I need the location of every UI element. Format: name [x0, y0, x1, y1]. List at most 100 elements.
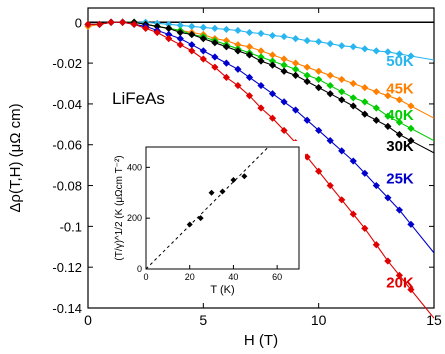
inset-data-points — [186, 173, 248, 228]
series-label-30K: 30K — [386, 138, 414, 155]
data-point-20K — [349, 210, 357, 218]
inset-y-tick-label: 400 — [127, 162, 142, 172]
data-point-50K — [407, 52, 415, 60]
data-point-25K — [338, 147, 346, 155]
data-point-50K — [234, 26, 242, 35]
data-point-30K — [234, 47, 242, 55]
data-point-20K — [245, 92, 254, 100]
data-point-50K — [338, 42, 346, 50]
data-point-40K — [292, 65, 300, 73]
data-point-50K — [361, 45, 369, 53]
data-point-50K — [199, 23, 207, 31]
y-tick-label: -0.06 — [52, 138, 82, 153]
data-point-25K — [395, 206, 403, 214]
data-point-30K — [268, 61, 277, 69]
data-point-25K — [372, 181, 380, 190]
data-point-30K — [338, 96, 346, 104]
inset-data-point — [197, 215, 204, 222]
data-point-30K — [199, 35, 207, 43]
data-point-30K — [245, 51, 254, 59]
data-point-20K — [257, 104, 265, 112]
data-point-25K — [222, 59, 230, 67]
data-point-30K — [292, 71, 300, 79]
data-point-20K — [326, 181, 334, 190]
data-point-25K — [245, 73, 254, 81]
inset-data-point — [241, 173, 248, 180]
data-point-50K — [176, 21, 184, 29]
data-point-25K — [199, 47, 207, 55]
data-point-45K — [395, 96, 403, 104]
y-tick-label: -0.12 — [52, 260, 82, 275]
inset-data-point — [186, 221, 193, 228]
chart-title: LiFeAs — [112, 89, 165, 108]
data-point-20K — [268, 114, 277, 122]
data-point-20K — [199, 55, 207, 63]
data-point-45K — [372, 88, 380, 96]
data-point-50K — [280, 32, 288, 41]
data-point-50K — [372, 47, 380, 55]
x-tick-label: 5 — [199, 312, 207, 328]
data-point-30K — [349, 102, 357, 110]
data-point-25K — [315, 126, 323, 135]
x-tick-label: 15 — [426, 312, 442, 328]
inset-axis-ticks: 0 20 40 60 0 200 400 — [127, 162, 282, 282]
data-point-40K — [303, 71, 311, 79]
data-point-45K — [407, 102, 415, 110]
inset-background — [110, 141, 305, 297]
data-point-50K — [384, 48, 392, 56]
main-axis-ticks: 0 5 10 15 0 -0.02 -0.04 -0.06 -0.08 -0.1 -0.12 -0.1… — [52, 8, 442, 328]
data-point-50K — [349, 43, 357, 51]
main-chart: 0 5 10 15 0 -0.02 -0.04 -0.06 -0.08 -0.1 -0.12 -0.1… — [7, 7, 442, 349]
inset-data-point — [230, 177, 237, 184]
data-point-50K — [222, 25, 230, 34]
data-point-50K — [326, 40, 334, 48]
data-point-40K — [395, 118, 403, 126]
data-point-50K — [315, 38, 323, 46]
data-point-20K — [84, 20, 92, 28]
data-point-30K — [395, 130, 403, 139]
data-point-30K — [384, 122, 392, 130]
data-point-40K — [326, 81, 334, 90]
data-point-25K — [303, 116, 311, 124]
data-point-45K — [222, 37, 230, 45]
y-tick-label: -0.08 — [52, 179, 82, 194]
inset-data-point — [219, 188, 226, 195]
data-point-30K — [303, 77, 311, 86]
data-point-40K — [361, 98, 369, 106]
x-tick-label: 10 — [311, 312, 327, 328]
data-point-40K — [257, 53, 265, 61]
inset-plot-frame — [145, 146, 300, 270]
data-point-50K — [211, 24, 219, 33]
data-point-40K — [384, 112, 392, 120]
data-point-50K — [245, 28, 254, 37]
data-point-45K — [245, 43, 254, 51]
main-series-labels: 50K 45K 40K 30K 25K 20K — [386, 53, 414, 291]
data-point-45K — [361, 83, 369, 92]
data-point-25K — [165, 30, 173, 39]
data-point-25K — [349, 157, 357, 165]
data-point-20K — [107, 18, 115, 26]
data-point-50K — [395, 50, 403, 58]
data-point-50K — [257, 29, 265, 38]
inset-y-tick-label: 200 — [127, 213, 142, 223]
data-point-30K — [176, 28, 184, 37]
y-tick-label: -0.1 — [60, 219, 82, 234]
data-point-30K — [361, 110, 369, 118]
data-point-30K — [326, 90, 334, 98]
y-tick-label: -0.14 — [52, 301, 82, 316]
y-axis-label: Δρ(T,H) (μΩ cm) — [7, 103, 24, 212]
data-point-45K — [268, 51, 277, 59]
fit-line-30K — [111, 21, 435, 154]
data-point-20K — [95, 20, 104, 28]
data-point-20K — [338, 196, 346, 204]
data-point-20K — [119, 18, 127, 26]
x-axis-label: H (T) — [244, 332, 278, 349]
data-point-45K — [315, 67, 323, 75]
data-point-20K — [280, 126, 288, 135]
data-point-45K — [280, 55, 288, 63]
data-point-25K — [407, 220, 415, 228]
inset-x-axis-label: T (K) — [210, 284, 234, 296]
data-point-20K — [234, 81, 242, 90]
data-point-20K — [303, 153, 311, 161]
data-point-25K — [268, 90, 277, 98]
